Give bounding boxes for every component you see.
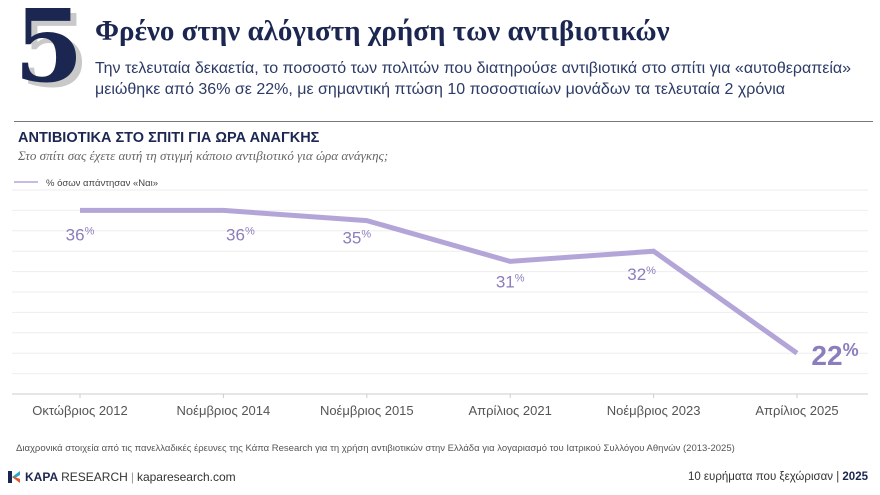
page-subtitle: Την τελευταία δεκαετία, το ποσοστό των π… xyxy=(95,58,851,100)
finding-number: 5 xyxy=(14,0,84,105)
x-tick-label: Απρίλιος 2025 xyxy=(755,403,838,418)
chart-title: ΑΝΤΙΒΙΟΤΙΚΑ ΣΤΟ ΣΠΙΤΙ ΓΙΑ ΩΡΑ ΑΝΑΓΚΗΣ xyxy=(18,130,320,146)
series-year: 2025 xyxy=(842,471,868,483)
data-label: 36% xyxy=(226,225,255,244)
data-label: 22% xyxy=(811,340,858,371)
x-tick-label: Απρίλιος 2021 xyxy=(469,403,552,418)
series-line xyxy=(80,207,799,356)
page-title: Φρένο στην αλόγιστη χρήση των αντιβιοτικ… xyxy=(95,15,670,47)
series-label: 10 ευρήματα που ξεχώρισαν xyxy=(687,471,834,483)
legend-label: % όσων απάντησαν «Ναι» xyxy=(46,178,158,189)
x-tick-label: Νοέμβριος 2014 xyxy=(177,403,271,418)
brand-logo: KAPA RESEARCH | kaparesearch.com xyxy=(8,470,236,484)
chart-question: Στο σπίτι σας έχετε αυτή τη στιγμή κάποι… xyxy=(18,148,389,163)
series-tag: 10 ευρήματα που ξεχώρισαν | 2025 xyxy=(687,471,868,483)
subtitle-line-2: μειώθηκε από 36% σε 22%, με σημαντική πτ… xyxy=(95,81,786,98)
data-label: 35% xyxy=(342,229,371,248)
data-label: 31% xyxy=(496,272,525,291)
source-note: Διαχρονικά στοιχεία από τις πανελλαδικές… xyxy=(16,443,735,454)
separator: | xyxy=(130,470,134,484)
x-tick-label: Νοέμβριος 2023 xyxy=(607,403,701,418)
x-tick-label: Οκτώβριος 2012 xyxy=(32,403,128,418)
kapa-logo-icon xyxy=(8,471,20,483)
x-tick-label: Νοέμβριος 2015 xyxy=(320,403,414,418)
divider xyxy=(14,121,873,122)
website-link[interactable]: kaparesearch.com xyxy=(136,470,236,484)
brand-name-bold: KAPA xyxy=(25,470,59,484)
brand-name: RESEARCH xyxy=(61,470,128,484)
data-label: 36% xyxy=(66,225,95,244)
data-label: 32% xyxy=(627,265,656,284)
subtitle-line-1: Την τελευταία δεκαετία, το ποσοστό των π… xyxy=(95,60,852,77)
